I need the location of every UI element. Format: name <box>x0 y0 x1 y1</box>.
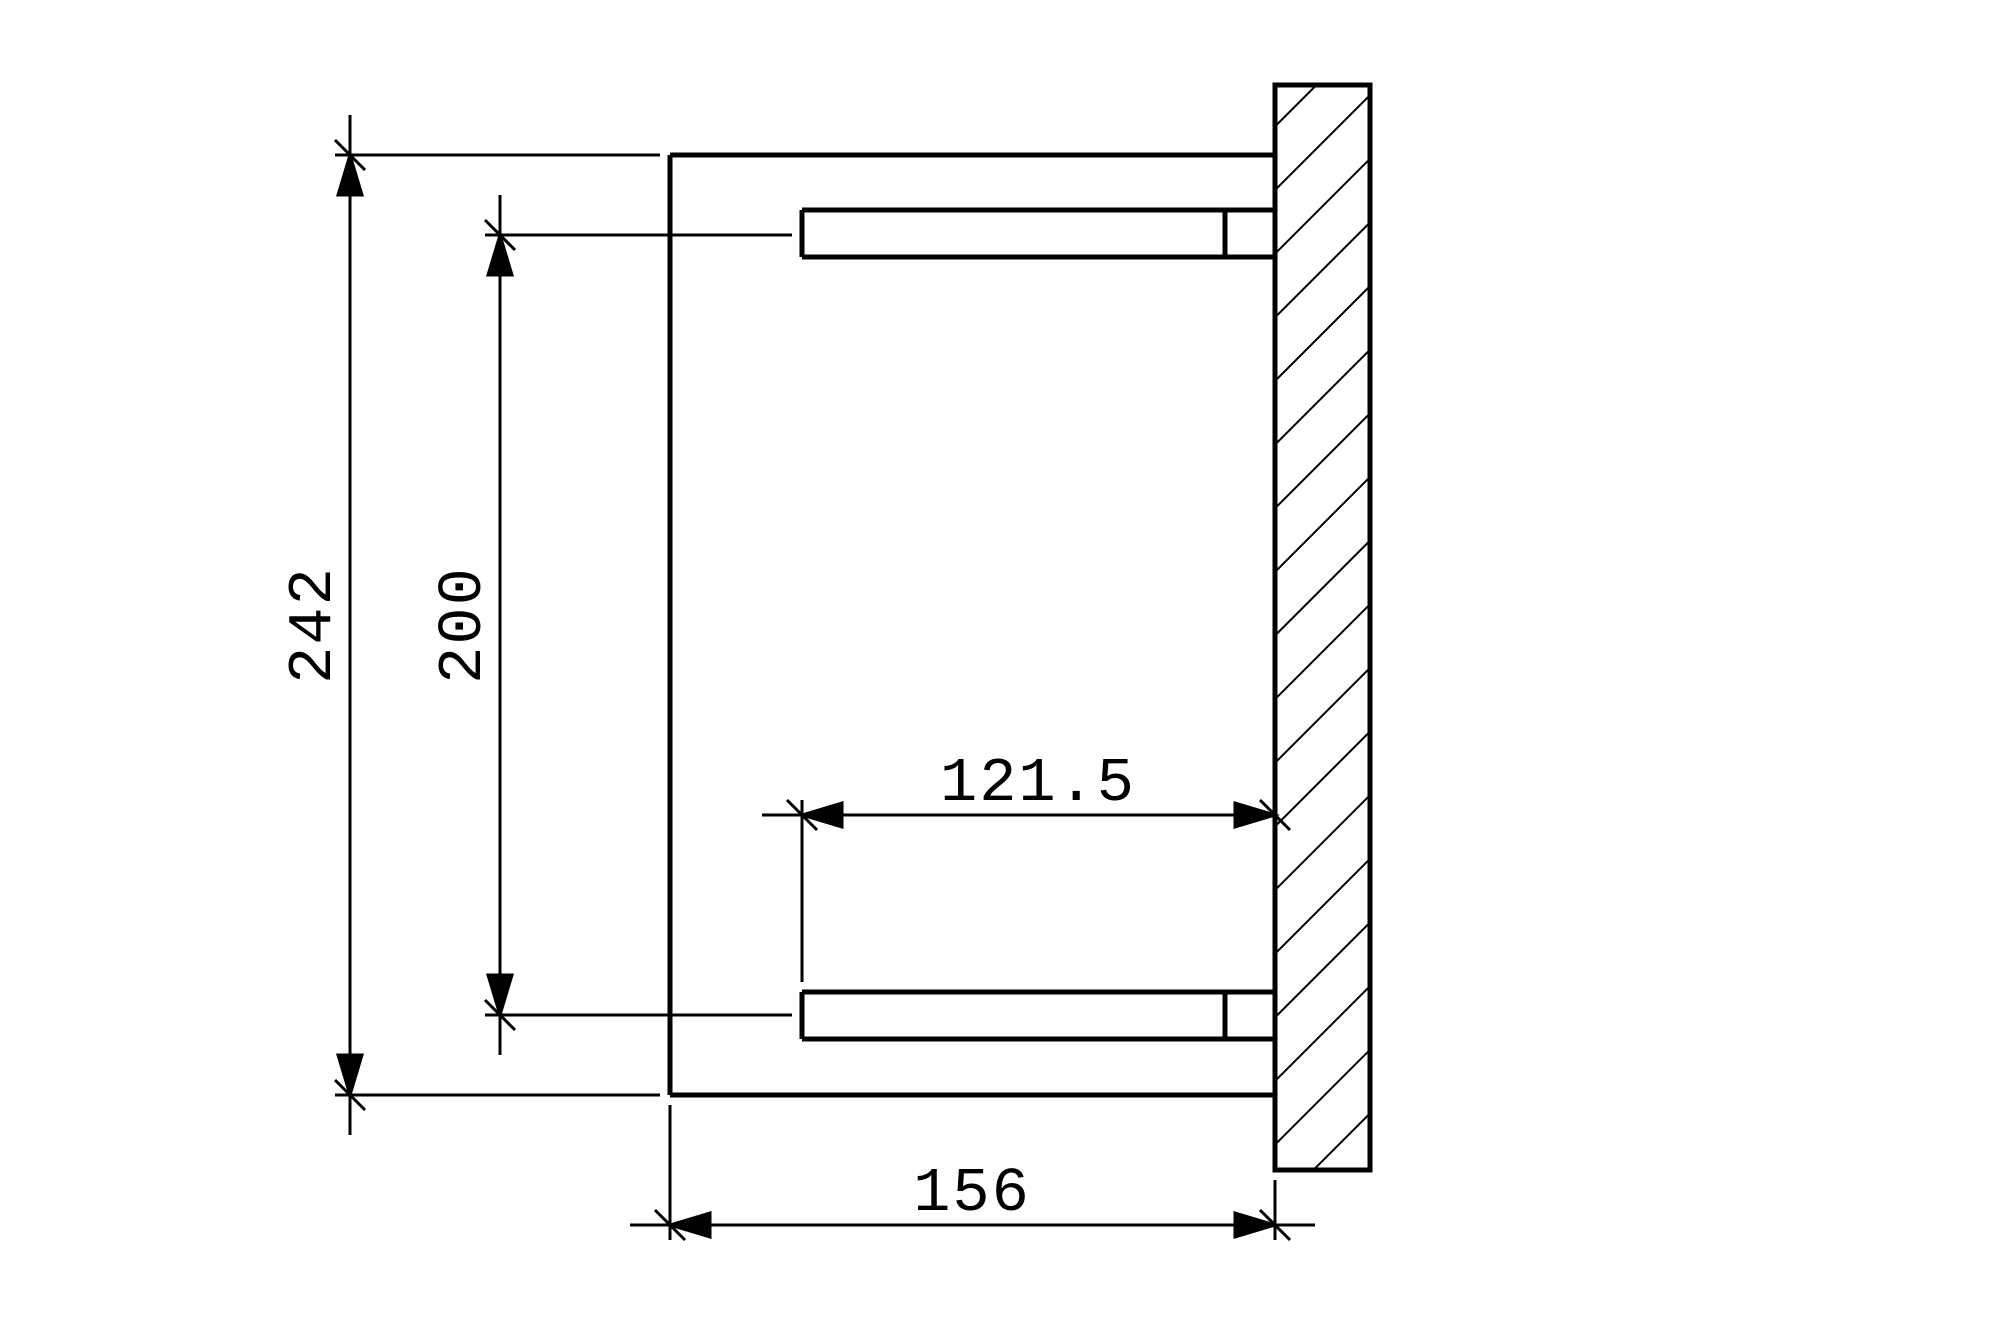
dimension-200-label: 200 <box>428 566 499 684</box>
dimension-242-label: 242 <box>278 566 349 684</box>
technical-drawing: 242 200 156 <box>0 0 2000 1333</box>
dimension-200 <box>485 195 792 1055</box>
wall <box>1275 85 1370 1170</box>
bracket-outline <box>670 155 1275 1095</box>
dimension-121-5 <box>762 800 1290 982</box>
bottom-slot <box>802 992 1275 1039</box>
dimension-121-5-label: 121.5 <box>940 748 1136 819</box>
top-slot <box>802 210 1275 257</box>
dimension-156-label: 156 <box>913 1158 1031 1229</box>
